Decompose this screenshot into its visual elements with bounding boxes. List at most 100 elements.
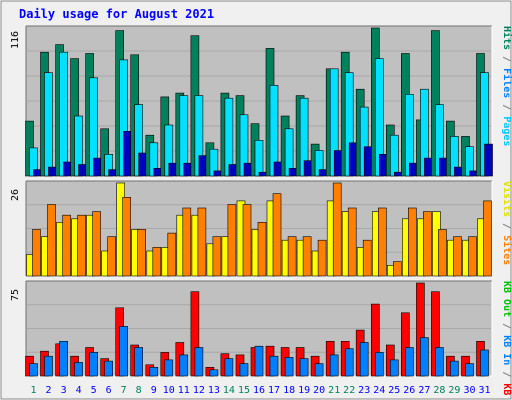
legend-entry: / [501, 50, 512, 68]
bar-sites-day-5 [92, 211, 101, 277]
bar-sites-day-15 [242, 204, 252, 277]
x-tick-label: 27 [418, 385, 430, 396]
bar-pages-day-29 [454, 166, 463, 177]
y-max-label: 26 [10, 189, 21, 201]
x-tick-label: 22 [343, 385, 355, 396]
x-tick-label: 1 [30, 385, 36, 396]
x-tick-label: 31 [478, 385, 490, 396]
bar-sites-day-10 [167, 232, 177, 277]
bar-sites-day-6 [107, 236, 116, 277]
right-axis-label: Visits / Sites [501, 181, 512, 265]
panel-kbytes: 75 [10, 280, 493, 377]
bar-kb-in-day-24 [374, 352, 384, 377]
bar-kb-in-day-26 [404, 347, 414, 377]
bar-kb-in-day-18 [284, 357, 294, 377]
bar-kb-in-day-10 [164, 359, 174, 377]
x-tick-label: 4 [76, 385, 82, 396]
bar-kb-in-day-28 [435, 347, 444, 377]
bar-sites-day-1 [32, 229, 41, 277]
bar-sites-day-12 [197, 207, 207, 277]
x-tick-label: 8 [136, 385, 142, 396]
bar-kb-in-day-31 [480, 349, 489, 377]
x-tick-label: 30 [463, 385, 475, 396]
legend-entry: Hits [501, 26, 512, 50]
bar-sites-day-3 [62, 214, 71, 277]
bar-pages-day-31 [484, 143, 493, 177]
bar-kb-in-day-15 [239, 363, 249, 377]
y-max-label: 116 [10, 31, 21, 49]
bar-kb-in-day-19 [299, 358, 309, 377]
x-tick-label: 20 [313, 385, 325, 396]
legend-entry: Pages [501, 116, 512, 146]
bar-sites-day-16 [257, 222, 267, 277]
bar-sites-day-31 [483, 200, 492, 277]
x-tick-label: 21 [328, 385, 340, 396]
x-tick-label: 13 [208, 385, 220, 396]
bar-sites-day-27 [423, 211, 432, 277]
bar-kb-in-day-16 [254, 345, 264, 377]
bar-kb-in-day-20 [314, 363, 324, 377]
bar-sites-day-23 [362, 239, 372, 277]
bar-sites-day-7 [122, 197, 131, 277]
legend-entry: Visits [501, 181, 512, 217]
x-tick-label: 18 [283, 385, 295, 396]
x-tick-label: 6 [106, 385, 112, 396]
bar-sites-day-19 [302, 236, 312, 277]
x-tick-label: 16 [253, 385, 265, 396]
x-tick-label: 19 [298, 385, 310, 396]
x-tick-label: 24 [373, 385, 385, 396]
legend-entry: / [501, 365, 512, 383]
bar-kb-in-day-4 [74, 362, 83, 377]
x-tick-label: 29 [448, 385, 460, 396]
bar-sites-day-4 [77, 214, 86, 277]
x-tick-label: 25 [388, 385, 400, 396]
bar-kb-in-day-17 [269, 355, 279, 377]
bar-sites-day-30 [468, 236, 477, 277]
bar-files-day-16 [254, 140, 264, 177]
legend-entry: / [501, 217, 512, 235]
bar-kb-in-day-27 [420, 337, 429, 377]
x-tick-label: 28 [433, 385, 445, 396]
bar-kb-in-day-13 [209, 369, 219, 377]
legend-entry: KB In [501, 335, 512, 365]
bar-sites-day-25 [392, 261, 402, 277]
bar-sites-day-18 [287, 236, 297, 277]
bar-sites-day-2 [47, 204, 56, 277]
x-tick-label: 14 [223, 385, 235, 396]
legend-entry: / [501, 98, 512, 116]
x-tick-label: 23 [358, 385, 370, 396]
bar-sites-day-9 [152, 247, 162, 277]
bar-sites-day-8 [137, 229, 146, 277]
legend-entry: / [501, 317, 512, 335]
bar-pages-day-17 [273, 161, 283, 177]
legend-entry: KB F [501, 383, 512, 400]
bar-sites-day-20 [317, 239, 327, 277]
bar-kb-in-day-23 [359, 342, 369, 377]
x-tick-label: 5 [91, 385, 97, 396]
bar-sites-day-29 [453, 236, 462, 277]
x-tick-label: 10 [163, 385, 175, 396]
panel-hits: 116 [10, 25, 493, 177]
bar-kb-in-day-1 [29, 363, 38, 377]
x-tick-label: 17 [268, 385, 280, 396]
legend-entry: Files [501, 68, 512, 98]
bar-sites-day-24 [377, 207, 387, 277]
bar-kb-in-day-22 [344, 348, 354, 377]
bar-kb-in-day-14 [224, 358, 234, 377]
right-legend: Hits / Files / Pages Visits / Sites KB Out… [501, 26, 512, 400]
bar-kb-in-day-11 [179, 354, 189, 377]
x-tick-label: 3 [61, 385, 67, 396]
bar-kb-in-day-21 [329, 354, 339, 377]
bar-files-day-2 [44, 72, 53, 177]
legend-entry: Sites [501, 235, 512, 265]
x-tick-label: 9 [151, 385, 157, 396]
right-axis-label: KB Out / KB In / KB F [501, 281, 512, 400]
bar-sites-day-17 [272, 193, 282, 277]
bar-kb-in-day-12 [194, 347, 204, 377]
x-tick-label: 11 [178, 385, 190, 396]
bar-pages-day-20 [318, 169, 328, 177]
x-tick-label: 2 [45, 385, 51, 396]
bar-kb-in-day-7 [119, 326, 128, 377]
bar-kb-in-day-9 [149, 366, 159, 377]
